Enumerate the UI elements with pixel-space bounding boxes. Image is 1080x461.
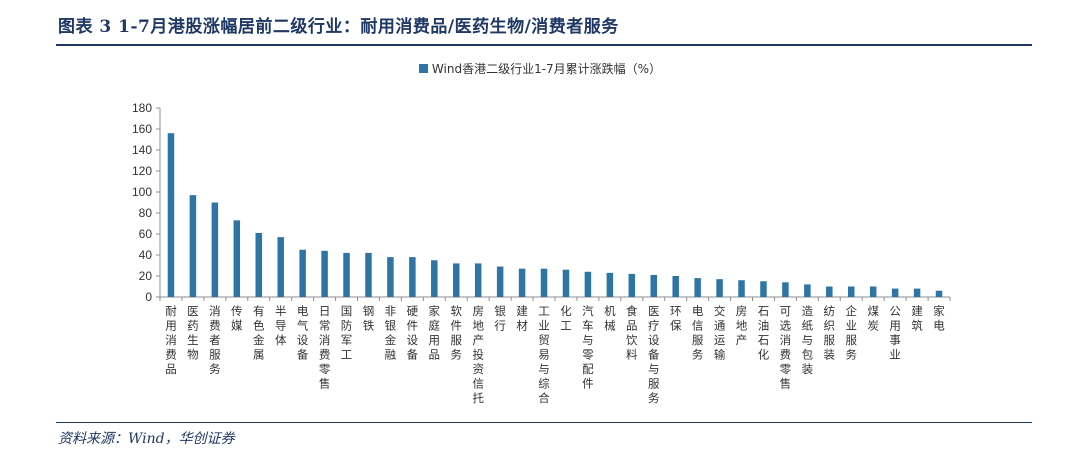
figure-title: 图表 3 1-7月港股涨幅居前二级行业：耐用消费品/医药生物/消费者服务 [58, 17, 619, 37]
y-tick-label: 120 [132, 164, 152, 178]
x-tick-label: 半导体 [275, 304, 287, 347]
bar [584, 271, 592, 297]
x-tick-label: 机械 [604, 304, 616, 333]
x-tick-label: 家庭用品 [429, 304, 441, 362]
y-tick-label: 180 [132, 101, 152, 115]
bar [496, 266, 504, 297]
x-tick-label: 传媒 [231, 304, 243, 333]
x-tick-label: 消费者服务 [209, 304, 221, 376]
x-tick-label: 汽车与零配件 [582, 304, 594, 391]
bar [387, 257, 394, 297]
y-tick-label: 40 [139, 248, 153, 262]
x-tick-label: 国防军工 [341, 304, 353, 362]
legend-swatch [418, 63, 428, 73]
x-tick-label: 煤炭 [867, 304, 879, 333]
bar [760, 281, 767, 297]
x-tick-label: 电气设备 [297, 304, 309, 362]
footer-divider [56, 422, 1032, 423]
bar [562, 269, 570, 297]
y-tick-label: 20 [139, 269, 153, 283]
bar [694, 278, 701, 297]
x-tick-label: 石油石化 [758, 304, 770, 362]
x-tick-label: 有色金属 [253, 304, 265, 362]
bar [343, 252, 350, 297]
bar [606, 272, 614, 297]
bar [782, 282, 789, 297]
x-tick-label: 工业贸易与综合 [538, 304, 550, 405]
bar [321, 250, 328, 297]
bar [299, 249, 306, 297]
bar [913, 288, 921, 297]
bar [869, 286, 877, 297]
y-tick-label: 80 [139, 206, 153, 220]
bar-chart: 0 20 40 60 80 100 120 140 160 180 耐用消费品医药生物消费者服务传媒… [132, 101, 951, 405]
bar [518, 268, 526, 297]
legend-label: Wind香港二级行业1-7月累计涨跌幅（%） [431, 61, 662, 76]
bar [804, 284, 811, 297]
bar [848, 286, 855, 297]
bar [409, 257, 416, 297]
chart-legend: Wind香港二级行业1-7月累计涨跌幅（%） [0, 58, 1080, 78]
bar [365, 252, 372, 297]
x-tick-label: 企业服务 [846, 304, 858, 362]
x-tick-label: 公用事业 [889, 304, 901, 362]
bar [650, 274, 657, 297]
bar [672, 276, 679, 297]
x-tick-label: 房地产 [736, 304, 748, 347]
y-tick-label: 0 [145, 290, 152, 304]
x-tick-label: 非银金融 [385, 304, 397, 362]
x-tick-label: 医疗设备与服务 [648, 304, 660, 405]
bar [891, 288, 899, 297]
bar [233, 220, 241, 297]
bar [826, 286, 833, 297]
y-tick-label: 140 [132, 143, 152, 157]
x-tick-label: 交通运输 [714, 304, 726, 362]
x-tick-label: 硬件设备 [407, 304, 419, 362]
title-divider [56, 44, 1032, 46]
x-tick-label: 日常消费零售 [319, 304, 331, 391]
x-tick-label: 银行 [494, 304, 506, 333]
bar [277, 237, 284, 297]
bar [255, 232, 262, 297]
x-tick-label: 钢铁 [363, 304, 375, 333]
source-note: 资料来源：Wind，华创证券 [58, 431, 235, 447]
bar [540, 268, 548, 297]
y-tick-label: 60 [139, 227, 153, 241]
x-tick-label: 家电 [933, 304, 945, 333]
x-tick-label: 房地产投资信托 [472, 304, 484, 405]
bar [474, 263, 482, 297]
x-tick-label: 建筑 [911, 304, 923, 333]
x-tick-label: 化工 [560, 304, 572, 333]
bar [628, 273, 636, 297]
x-tick-label: 耐用消费品 [165, 304, 177, 376]
x-tick-label: 软件服务 [451, 304, 463, 362]
bar [167, 133, 175, 297]
x-tick-label: 医药生物 [187, 304, 199, 362]
x-tick-label: 造纸与包装 [802, 304, 814, 376]
bar [431, 260, 438, 297]
bar [211, 202, 219, 297]
y-tick-label: 160 [132, 122, 152, 136]
bar [935, 290, 943, 297]
x-tick-label: 建材 [516, 304, 528, 333]
x-tick-label: 环保 [670, 304, 682, 333]
x-tick-label: 纺织服装 [824, 304, 836, 362]
bar [453, 263, 460, 297]
x-tick-label: 电信服务 [692, 304, 704, 362]
bar [189, 195, 197, 297]
bar [738, 280, 745, 297]
x-tick-label: 食品饮料 [626, 304, 638, 362]
y-tick-label: 100 [132, 185, 152, 199]
x-tick-label: 可选消费零售 [780, 304, 792, 391]
bar [716, 279, 723, 297]
